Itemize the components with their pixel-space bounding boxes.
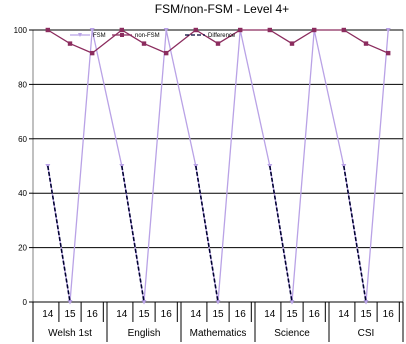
legend-label: Difference [208,33,236,39]
point-non-fsm [312,27,317,33]
y-tick-label: 80 [18,80,27,89]
x-tick-label: 15 [360,309,372,320]
point-fsm [163,28,169,33]
point-non-fsm [289,41,295,46]
y-tick-label: 40 [18,189,27,198]
point-fsm [363,300,369,305]
x-tick-label: 15 [286,309,298,320]
x-tick-label: 14 [264,309,276,320]
point-fsm [215,300,221,305]
plot-area [32,29,404,303]
point-fsm [89,28,95,33]
point-non-fsm [119,27,125,33]
x-tick-label: 15 [138,309,150,320]
series-line-difference [195,165,219,303]
point-non-fsm [90,50,95,56]
point-non-fsm [215,41,221,46]
point-non-fsm [363,41,369,46]
x-tick-label: 15 [64,309,76,320]
legend-label: non-FSM [135,33,160,39]
point-fsm [67,300,73,305]
series-layer [45,27,391,305]
y-tick-label: 60 [18,135,27,144]
point-non-fsm [193,27,199,33]
legend-label: FSM [93,33,106,39]
point-fsm [385,28,391,33]
y-axis: 0 20 40 60 80 100 [14,26,33,307]
x-tick-label: 14 [116,309,128,320]
y-tick-label: 20 [18,244,27,253]
x-tick-label: 14 [42,309,54,320]
chart-title: FSM/non-FSM - Level 4+ [155,2,289,16]
point-non-fsm [238,27,243,33]
point-non-fsm [164,50,169,56]
point-non-fsm [141,41,147,46]
point-non-fsm [341,27,347,33]
x-tick-label: 16 [87,309,99,320]
y-tick-label: 100 [14,26,28,35]
legend: FSM non-FSM Difference [70,33,236,39]
group-label: Mathematics [190,328,247,339]
x-tick-label: 16 [161,309,173,320]
x-tick-label: 16 [309,309,321,320]
point-non-fsm [386,50,391,56]
legend-marker [120,33,124,37]
series-line-difference [121,165,145,303]
point-non-fsm [45,27,51,33]
series-line-difference [269,165,293,303]
series-line-difference [47,165,71,303]
point-non-fsm [267,27,273,33]
group-label: CSI [358,328,375,339]
x-tick-label: 15 [212,309,224,320]
point-fsm [289,300,295,305]
x-tick-label: 14 [338,309,350,320]
point-fsm [141,300,147,305]
x-tick-label: 14 [190,309,202,320]
y-tick-label: 0 [23,298,28,307]
legend-marker [78,33,82,37]
group-label: Welsh 1st [48,328,92,339]
point-non-fsm [67,41,73,46]
group-label: Science [274,328,310,339]
x-tick-label: 16 [235,309,247,320]
x-tick-label: 16 [383,309,395,320]
group-label: English [128,328,161,339]
series-line-difference [343,165,367,303]
